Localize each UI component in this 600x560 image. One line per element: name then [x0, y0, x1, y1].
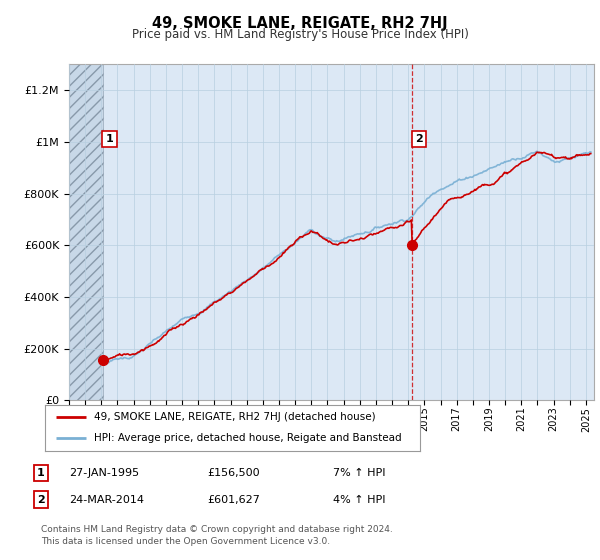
Text: 49, SMOKE LANE, REIGATE, RH2 7HJ (detached house): 49, SMOKE LANE, REIGATE, RH2 7HJ (detach…: [94, 412, 376, 422]
Text: 27-JAN-1995: 27-JAN-1995: [69, 468, 139, 478]
Text: £156,500: £156,500: [207, 468, 260, 478]
Text: Contains HM Land Registry data © Crown copyright and database right 2024.
This d: Contains HM Land Registry data © Crown c…: [41, 525, 392, 546]
Text: Price paid vs. HM Land Registry's House Price Index (HPI): Price paid vs. HM Land Registry's House …: [131, 28, 469, 41]
Text: 7% ↑ HPI: 7% ↑ HPI: [333, 468, 386, 478]
Text: 1: 1: [37, 468, 44, 478]
Text: 2: 2: [37, 494, 44, 505]
Text: 1: 1: [106, 134, 113, 144]
Text: 4% ↑ HPI: 4% ↑ HPI: [333, 494, 386, 505]
Text: 49, SMOKE LANE, REIGATE, RH2 7HJ: 49, SMOKE LANE, REIGATE, RH2 7HJ: [152, 16, 448, 31]
Text: HPI: Average price, detached house, Reigate and Banstead: HPI: Average price, detached house, Reig…: [94, 433, 401, 444]
Text: 2: 2: [415, 134, 423, 144]
Bar: [69, 64, 103, 400]
Text: £601,627: £601,627: [207, 494, 260, 505]
Text: 24-MAR-2014: 24-MAR-2014: [69, 494, 144, 505]
